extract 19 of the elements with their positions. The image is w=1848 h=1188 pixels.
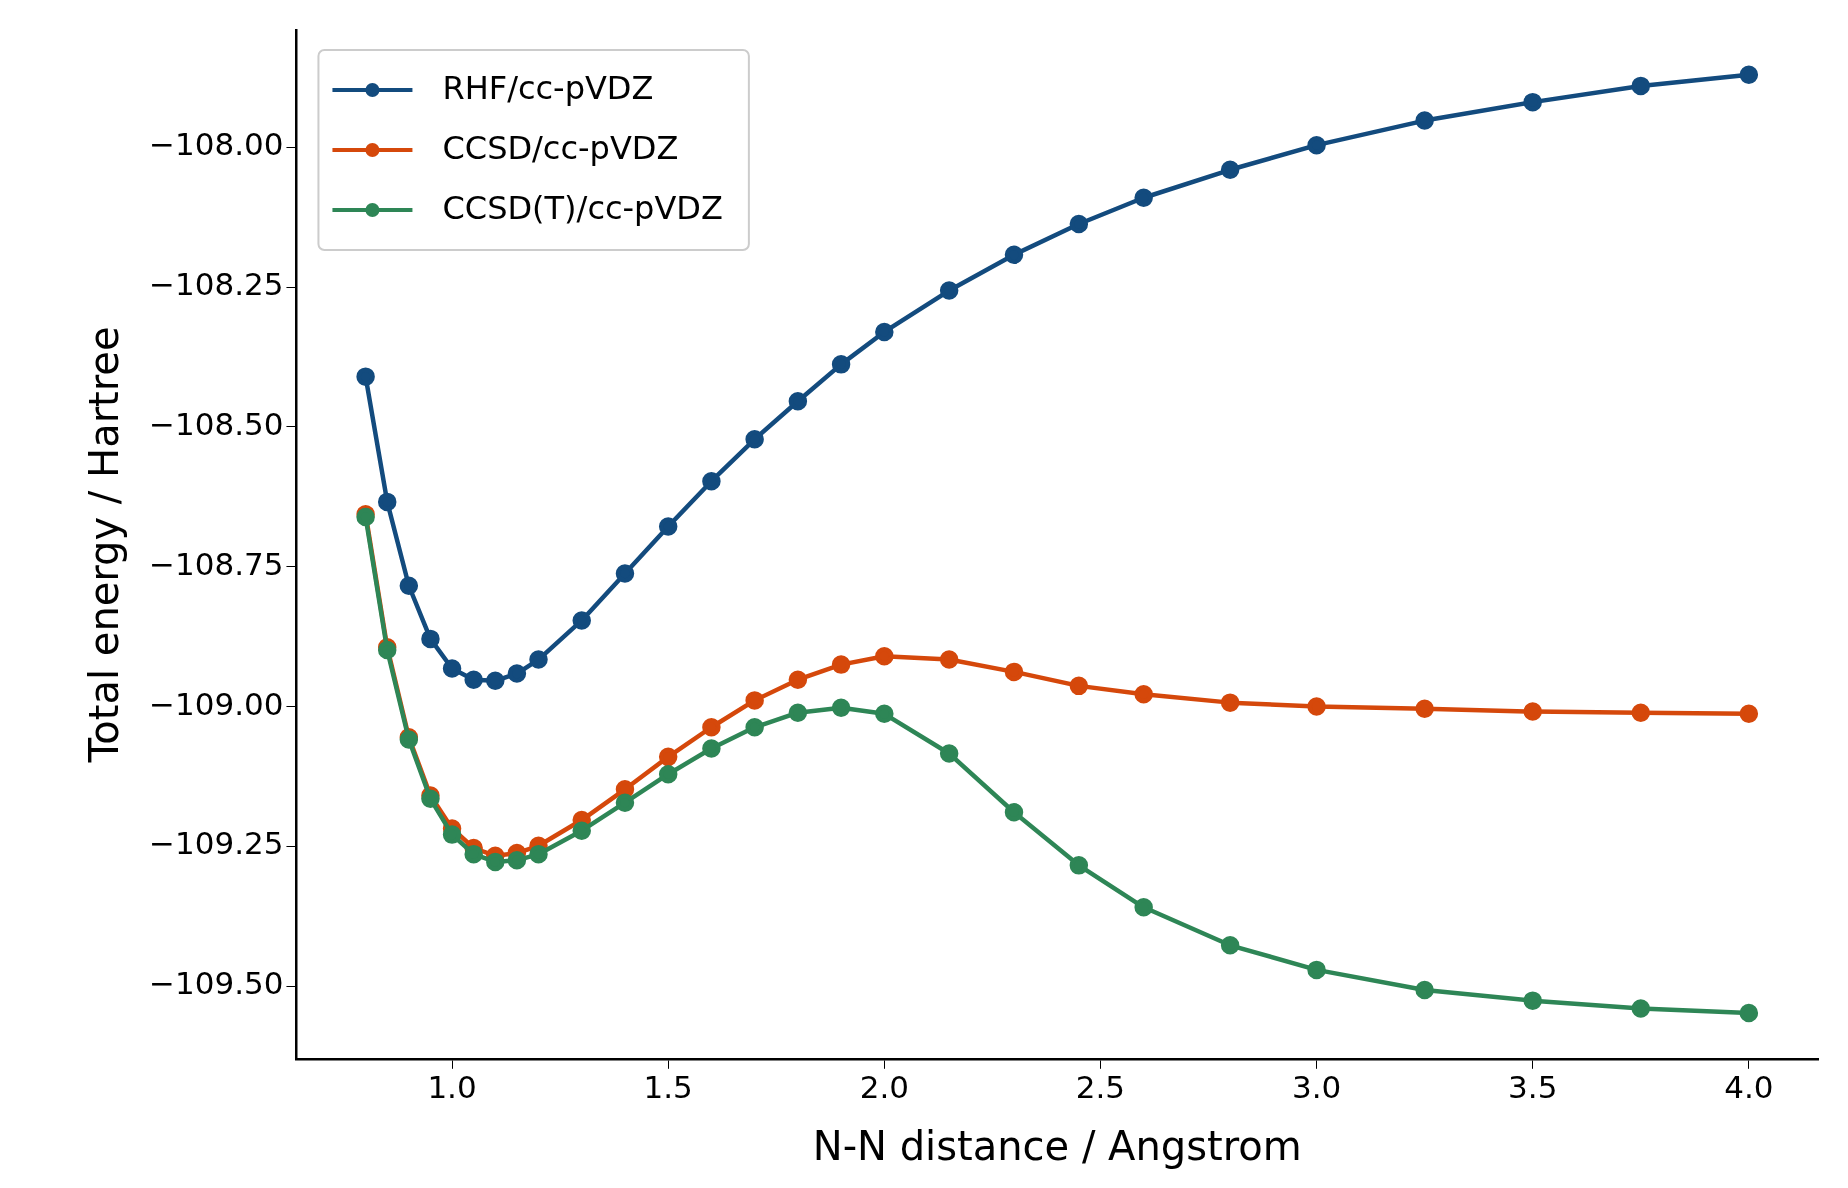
x-tick-label: 1.5 [643,1069,693,1106]
x-tick-label: 2.5 [1075,1069,1126,1106]
legend-label: RHF/cc-pVDZ [442,69,654,108]
legend-label: CCSD(T)/cc-pVDZ [442,189,723,228]
y-tick-label: −109.50 [148,965,284,1002]
y-tick-label: −108.75 [148,545,284,582]
x-tick-label: 3.5 [1508,1069,1558,1106]
x-tick-label: 2.0 [859,1069,909,1106]
legend-label: CCSD/cc-pVDZ [442,129,679,168]
y-tick-label: −108.00 [148,126,284,163]
y-axis-title: Total energy / Hartree [81,326,128,764]
y-tick-label: −108.25 [148,266,284,303]
y-tick-label: −109.25 [148,825,284,862]
x-tick-label: 1.0 [427,1069,477,1106]
y-tick-label: −109.00 [148,685,284,722]
y-tick-label: −108.50 [148,406,284,443]
x-tick-label: 3.0 [1291,1069,1342,1106]
x-axis-title: N-N distance / Angstrom [812,1123,1302,1170]
x-tick-label: 4.0 [1724,1069,1774,1106]
